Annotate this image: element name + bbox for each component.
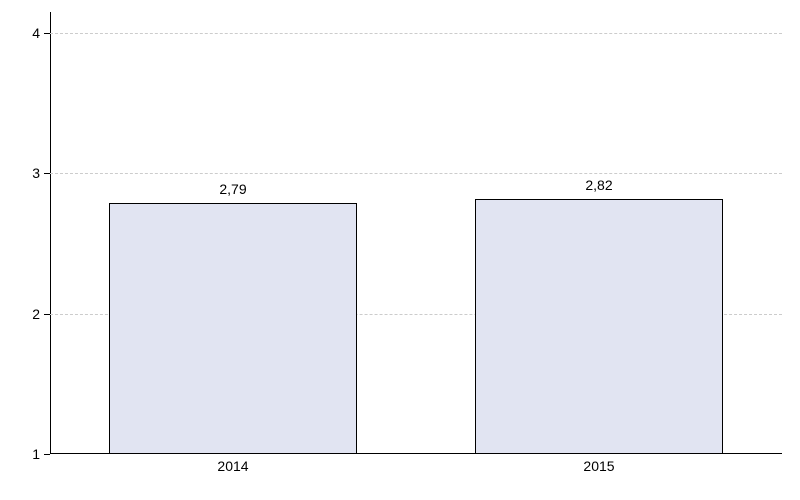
y-tick-mark <box>44 314 50 315</box>
gridline <box>50 33 782 34</box>
bar <box>475 199 724 454</box>
x-category-label: 2014 <box>217 458 248 474</box>
gridline <box>50 173 782 174</box>
y-tick-mark <box>44 173 50 174</box>
bar-value-label: 2,82 <box>585 177 612 193</box>
bar-value-label: 2,79 <box>219 181 246 197</box>
bar <box>109 203 358 454</box>
y-axis <box>50 12 51 454</box>
y-tick-mark <box>44 33 50 34</box>
chart-frame: 1 2 3 4 2,79 2014 2,82 2015 <box>0 0 800 500</box>
plot-area: 12342,7920142,822015 <box>50 12 782 454</box>
y-tick-label: 3 <box>16 165 40 181</box>
y-tick-label: 2 <box>16 306 40 322</box>
y-tick-label: 4 <box>16 25 40 41</box>
y-tick-mark <box>44 454 50 455</box>
y-tick-label: 1 <box>16 446 40 462</box>
x-category-label: 2015 <box>583 458 614 474</box>
